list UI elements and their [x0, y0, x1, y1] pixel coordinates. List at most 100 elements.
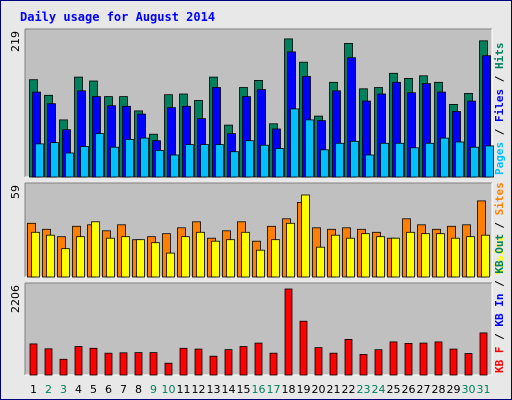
day-label-17: 17	[267, 383, 281, 396]
day-label-7: 7	[120, 383, 127, 396]
day-label-11: 11	[177, 383, 191, 396]
bar-visitors-visits-day-6	[106, 237, 115, 278]
legend-entry: Sites	[493, 182, 506, 215]
side-label-visitors: Visits / Sites	[493, 182, 506, 275]
bar-traffic-pages-day-8	[140, 137, 149, 178]
bar-traffic-pages-day-4	[80, 146, 89, 178]
bar-traffic-pages-day-30	[470, 146, 479, 178]
bar-visitors-visits-day-1	[31, 231, 40, 278]
bar-volume-kb-f-day-15	[239, 346, 248, 376]
bar-traffic-pages-day-1	[35, 143, 44, 178]
bar-volume-kb-f-day-25	[389, 341, 398, 376]
bar-visitors-visits-day-3	[61, 248, 70, 278]
side-label-volume: KB F / KB In / KB Out	[493, 234, 506, 373]
bar-traffic-pages-day-17	[275, 148, 284, 178]
bar-traffic-pages-day-29	[455, 141, 464, 178]
day-label-15: 15	[237, 383, 251, 396]
bar-volume-kb-f-day-27	[419, 342, 428, 376]
bar-visitors-visits-day-18	[286, 222, 295, 278]
bar-traffic-pages-day-11	[185, 144, 194, 178]
bar-traffic-pages-day-31	[485, 145, 494, 178]
bar-volume-kb-f-day-11	[179, 347, 188, 376]
bar-traffic-pages-day-24	[380, 142, 389, 178]
bar-traffic-pages-day-6	[110, 146, 119, 178]
bar-volume-kb-f-day-31	[479, 332, 488, 376]
day-label-29: 29	[447, 383, 461, 396]
bar-volume-kb-f-day-24	[374, 349, 383, 376]
bar-traffic-pages-day-7	[125, 138, 134, 178]
bar-visitors-visits-day-10	[166, 252, 175, 278]
bar-traffic-pages-day-26	[410, 147, 419, 178]
bar-volume-kb-f-day-14	[224, 349, 233, 376]
day-label-19: 19	[297, 383, 311, 396]
bar-volume-kb-f-day-4	[74, 346, 83, 376]
bar-visitors-visits-day-4	[76, 236, 85, 278]
bar-volume-kb-f-day-2	[44, 348, 53, 376]
day-label-24: 24	[372, 383, 386, 396]
bar-volume-kb-f-day-10	[164, 362, 173, 376]
legend-entry: Files	[493, 89, 506, 122]
bar-traffic-pages-day-16	[260, 144, 269, 178]
bar-visitors-visits-day-26	[406, 231, 415, 278]
day-label-13: 13	[207, 383, 221, 396]
day-label-26: 26	[402, 383, 416, 396]
bar-visitors-visits-day-5	[91, 221, 100, 278]
bar-traffic-pages-day-3	[65, 152, 74, 178]
bar-visitors-visits-day-15	[241, 231, 250, 278]
bar-traffic-pages-day-2	[50, 142, 59, 178]
bar-traffic-pages-day-19	[305, 119, 314, 178]
bar-traffic-pages-day-28	[440, 137, 449, 178]
bar-volume-kb-f-day-12	[194, 348, 203, 376]
day-label-16: 16	[252, 383, 266, 396]
bar-volume-kb-f-day-20	[314, 347, 323, 376]
bar-volume-kb-f-day-19	[299, 320, 308, 376]
bar-traffic-pages-day-22	[350, 140, 359, 178]
bar-visitors-visits-day-29	[451, 237, 460, 278]
bar-traffic-pages-day-14	[230, 151, 239, 178]
bar-volume-kb-f-day-16	[254, 342, 263, 376]
bar-volume-kb-f-day-17	[269, 352, 278, 376]
day-label-14: 14	[222, 383, 236, 396]
bar-volume-kb-f-day-22	[344, 338, 353, 376]
bar-volume-kb-f-day-13	[209, 355, 218, 376]
bar-volume-kb-f-day-30	[464, 353, 473, 376]
bar-visitors-visits-day-30	[466, 236, 475, 278]
bar-traffic-pages-day-15	[245, 140, 254, 178]
legend-entry: KB F	[493, 347, 506, 374]
bar-visitors-visits-day-31	[481, 234, 490, 278]
bar-visitors-visits-day-2	[46, 234, 55, 278]
bar-traffic-pages-day-13	[215, 144, 224, 178]
day-label-4: 4	[75, 383, 82, 396]
legend-entry: /	[493, 69, 506, 89]
day-label-30: 30	[462, 383, 476, 396]
max-label-volume: 2206	[9, 285, 22, 313]
bar-visitors-visits-day-24	[376, 236, 385, 278]
bar-visitors-visits-day-13	[211, 240, 220, 278]
day-label-25: 25	[387, 383, 401, 396]
day-label-12: 12	[192, 383, 206, 396]
bar-visitors-visits-day-8	[136, 239, 145, 278]
day-label-6: 6	[105, 383, 112, 396]
bar-volume-kb-f-day-3	[59, 358, 68, 376]
bar-volume-kb-f-day-28	[434, 341, 443, 376]
day-label-23: 23	[357, 383, 371, 396]
legend-entry: Visits	[493, 235, 506, 275]
bar-visitors-visits-day-27	[421, 233, 430, 278]
legend-entry: /	[493, 274, 506, 294]
bar-visitors-visits-day-25	[391, 237, 400, 278]
bar-visitors-visits-day-7	[121, 236, 130, 278]
day-label-27: 27	[417, 383, 431, 396]
bar-traffic-pages-day-27	[425, 142, 434, 178]
bar-traffic-pages-day-12	[200, 144, 209, 178]
bar-volume-kb-f-day-5	[89, 347, 98, 376]
bar-visitors-visits-day-11	[181, 236, 190, 278]
bar-visitors-visits-day-23	[361, 233, 370, 278]
bar-traffic-pages-day-20	[320, 149, 329, 178]
day-label-3: 3	[60, 383, 67, 396]
bar-traffic-pages-day-10	[170, 154, 179, 178]
bar-volume-kb-f-day-7	[119, 352, 128, 376]
bar-visitors-visits-day-21	[331, 234, 340, 278]
bar-traffic-pages-day-18	[290, 108, 299, 178]
